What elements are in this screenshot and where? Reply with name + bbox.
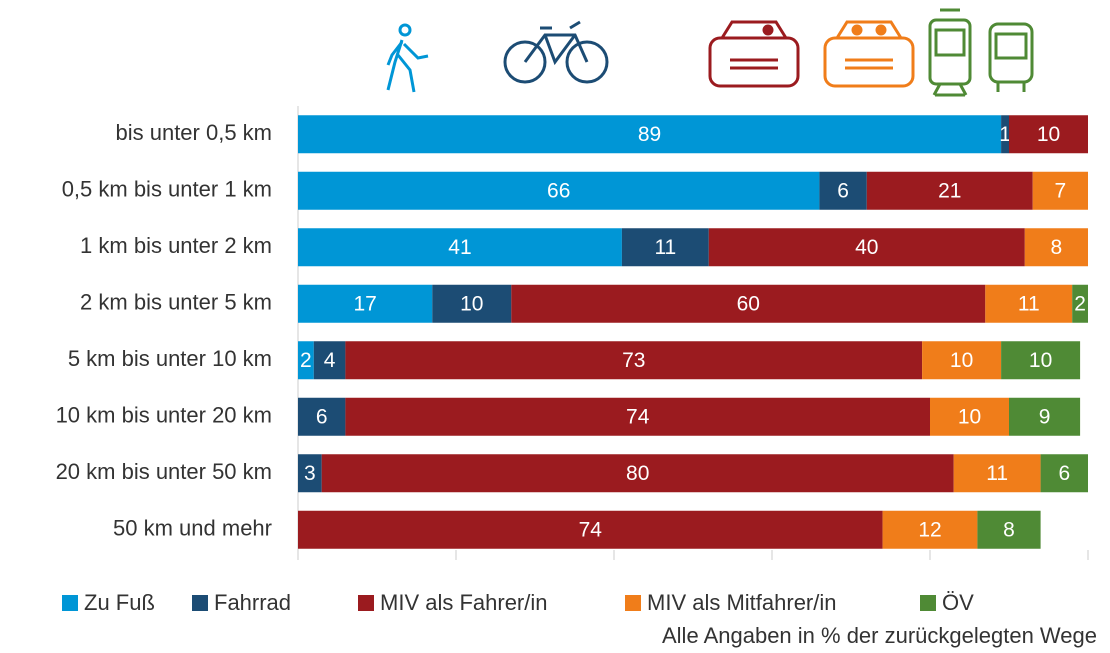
- bar-segment: [1024, 228, 1088, 267]
- bar-segment: [313, 341, 346, 380]
- bar-segment: [298, 284, 433, 323]
- bar-segment: [298, 510, 883, 549]
- y-tick-label: 1 km bis unter 2 km: [80, 233, 272, 258]
- data-label: 11: [1018, 292, 1040, 315]
- data-label: 8: [1003, 518, 1015, 541]
- data-label: 10: [460, 292, 483, 315]
- bar-segment: [298, 397, 346, 436]
- bar-segment: [985, 284, 1073, 323]
- data-label: 10: [950, 349, 973, 372]
- data-label: 10: [1029, 349, 1052, 372]
- bar-segment: [819, 171, 867, 210]
- bar-segment: [977, 510, 1041, 549]
- bar-segment: [321, 454, 954, 493]
- data-label: 9: [1039, 405, 1051, 428]
- bicycle-icon: [503, 20, 609, 84]
- bar-segment: [345, 397, 930, 436]
- data-label: 2: [1074, 292, 1086, 315]
- bar-segment: [345, 341, 923, 380]
- legend-label: Fahrrad: [214, 590, 291, 615]
- bar-segment: [1009, 115, 1088, 154]
- data-label: 21: [938, 179, 961, 202]
- data-label: 2: [300, 349, 312, 372]
- legend-label: ÖV: [942, 590, 974, 615]
- bar-segment: [511, 284, 986, 323]
- bar-segment: [298, 454, 322, 493]
- data-label: 66: [547, 179, 570, 202]
- y-tick-label: 50 km und mehr: [113, 516, 272, 541]
- bar-segment: [298, 171, 820, 210]
- data-label: 41: [448, 236, 471, 259]
- bar-segment: [298, 228, 622, 267]
- data-label: 7: [1055, 179, 1067, 202]
- legend-swatch: [192, 595, 208, 611]
- data-label: 12: [918, 518, 941, 541]
- data-label: 89: [638, 123, 661, 146]
- data-label: 1: [999, 123, 1011, 146]
- legend-swatch: [920, 595, 936, 611]
- bar-segment: [1072, 284, 1088, 323]
- y-tick-label: 0,5 km bis unter 1 km: [62, 177, 272, 202]
- bar-segment: [1001, 341, 1081, 380]
- data-label: 40: [855, 236, 878, 259]
- data-label: 10: [1037, 123, 1060, 146]
- bar-segment: [922, 341, 1002, 380]
- data-label: 6: [1058, 462, 1070, 485]
- data-label: 74: [579, 518, 603, 541]
- data-label: 11: [654, 236, 676, 259]
- y-tick-label: 2 km bis unter 5 km: [80, 290, 272, 315]
- car-passenger-icon: [823, 20, 915, 88]
- data-label: 60: [737, 292, 760, 315]
- bar-segment: [882, 510, 978, 549]
- data-label: 74: [626, 405, 650, 428]
- public-transport-icon: [928, 8, 1034, 97]
- y-tick-label: 10 km bis unter 20 km: [56, 403, 272, 428]
- data-label: 3: [304, 462, 316, 485]
- legend-swatch: [62, 595, 78, 611]
- legend-label: MIV als Mitfahrer/in: [647, 590, 837, 615]
- legend-label: Zu Fuß: [84, 590, 155, 615]
- legend-swatch: [358, 595, 374, 611]
- y-tick-label: bis unter 0,5 km: [115, 120, 272, 145]
- bar-segment: [1040, 454, 1088, 493]
- bar-segment: [298, 115, 1002, 154]
- data-label: 6: [316, 405, 328, 428]
- bar-segment: [298, 341, 314, 380]
- data-label: 11: [986, 462, 1008, 485]
- pedestrian-icon: [386, 23, 429, 93]
- bar-segment: [621, 228, 709, 267]
- bar-segment: [953, 454, 1041, 493]
- bar-segment: [1009, 397, 1081, 436]
- data-label: 8: [1051, 236, 1063, 259]
- legend-label: MIV als Fahrer/in: [380, 590, 548, 615]
- bar-segment: [1032, 171, 1088, 210]
- bar-segment: [930, 397, 1009, 436]
- legend-swatch: [625, 595, 641, 611]
- data-label: 80: [626, 462, 649, 485]
- data-label: 17: [353, 292, 376, 315]
- y-tick-label: 20 km bis unter 50 km: [56, 459, 272, 484]
- footnote: Alle Angaben in % der zurückgelegten Weg…: [662, 623, 1097, 648]
- data-label: 10: [958, 405, 981, 428]
- icons: [386, 8, 1034, 97]
- data-label: 4: [324, 349, 336, 372]
- bar-segment: [1001, 115, 1009, 154]
- data-label: 6: [837, 179, 849, 202]
- data-label: 73: [622, 349, 645, 372]
- car-driver-icon: [708, 20, 800, 88]
- y-tick-label: 5 km bis unter 10 km: [68, 346, 272, 371]
- bar-segment: [432, 284, 512, 323]
- bar-segment: [708, 228, 1025, 267]
- bar-segment: [866, 171, 1033, 210]
